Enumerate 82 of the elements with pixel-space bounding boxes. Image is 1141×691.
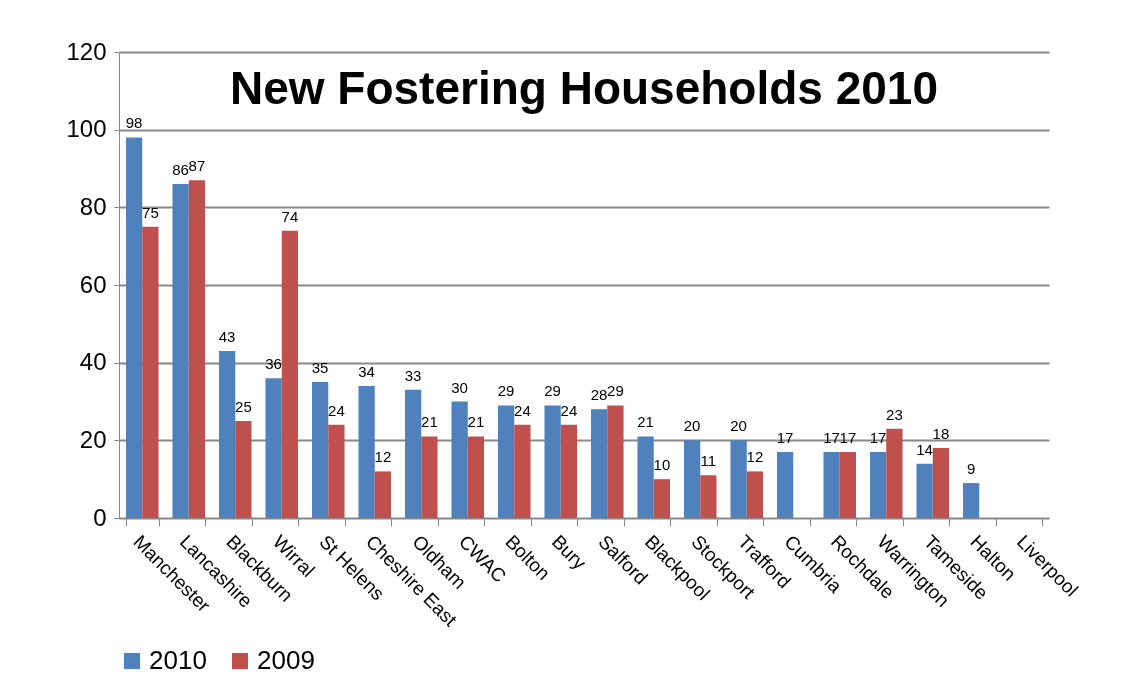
data-label: 24 bbox=[514, 401, 531, 419]
y-tick-label: 60 bbox=[79, 270, 107, 298]
bar bbox=[700, 475, 717, 518]
data-label: 28 bbox=[590, 386, 608, 404]
y-tick-label: 80 bbox=[79, 192, 107, 220]
data-label: 75 bbox=[142, 203, 159, 221]
data-label: 35 bbox=[311, 359, 329, 377]
bar bbox=[235, 420, 252, 518]
bar bbox=[421, 436, 438, 518]
bar bbox=[607, 405, 624, 518]
bar bbox=[683, 440, 701, 518]
data-label: 20 bbox=[730, 417, 747, 435]
bar bbox=[730, 440, 747, 518]
data-label: 17 bbox=[776, 428, 794, 446]
bar bbox=[560, 424, 578, 518]
bar bbox=[916, 463, 933, 518]
data-label: 17 bbox=[823, 428, 840, 446]
legend-label: 2010 bbox=[149, 645, 207, 675]
data-label: 14 bbox=[916, 440, 933, 458]
data-label: 12 bbox=[374, 448, 392, 466]
bar bbox=[142, 226, 159, 518]
bar bbox=[823, 451, 840, 518]
bar bbox=[590, 409, 608, 518]
bar bbox=[932, 448, 950, 518]
bar bbox=[544, 405, 561, 518]
bar bbox=[746, 471, 764, 518]
data-label: 29 bbox=[544, 382, 561, 400]
legend-label: 2009 bbox=[257, 645, 315, 675]
data-label: 29 bbox=[607, 382, 624, 400]
bar bbox=[172, 184, 189, 518]
data-label: 87 bbox=[188, 157, 206, 175]
data-label: 21 bbox=[421, 413, 438, 431]
data-label: 21 bbox=[637, 413, 654, 431]
y-tick-label: 20 bbox=[79, 425, 107, 453]
bar bbox=[886, 428, 903, 518]
y-tick-label: 120 bbox=[66, 37, 107, 65]
data-label: 18 bbox=[932, 425, 950, 443]
bar bbox=[218, 351, 236, 518]
data-label: 21 bbox=[467, 413, 485, 431]
bar bbox=[125, 137, 143, 518]
bar bbox=[404, 389, 422, 518]
data-label: 98 bbox=[125, 114, 143, 132]
bar bbox=[467, 436, 485, 518]
data-label: 12 bbox=[746, 448, 764, 466]
data-label: 23 bbox=[886, 405, 903, 423]
y-tick-label: 100 bbox=[66, 115, 107, 143]
data-label: 86 bbox=[172, 161, 189, 179]
data-label: 17 bbox=[839, 428, 857, 446]
bar bbox=[374, 471, 392, 518]
data-label: 24 bbox=[560, 401, 578, 419]
bar bbox=[497, 405, 515, 518]
y-tick-label: 0 bbox=[93, 503, 107, 531]
bar bbox=[776, 451, 794, 518]
bar bbox=[839, 451, 857, 518]
chart-title: New Fostering Households 2010 bbox=[229, 62, 939, 114]
y-tick-label: 40 bbox=[79, 348, 107, 376]
data-label: 25 bbox=[235, 397, 252, 415]
data-label: 20 bbox=[683, 417, 701, 435]
data-label: 17 bbox=[869, 428, 887, 446]
bar bbox=[188, 180, 206, 518]
data-label: 30 bbox=[451, 378, 468, 396]
bar bbox=[962, 483, 980, 518]
bar bbox=[451, 401, 468, 518]
bar bbox=[265, 378, 282, 518]
bar bbox=[514, 424, 531, 518]
data-label: 74 bbox=[281, 207, 299, 225]
bar bbox=[311, 382, 329, 518]
data-label: 9 bbox=[966, 460, 976, 478]
data-label: 36 bbox=[265, 355, 282, 373]
data-label: 10 bbox=[653, 456, 671, 474]
bar bbox=[653, 479, 671, 518]
bar bbox=[281, 230, 299, 518]
data-label: 43 bbox=[218, 328, 236, 346]
data-label: 34 bbox=[358, 362, 375, 380]
bar bbox=[869, 451, 887, 518]
data-label: 24 bbox=[328, 401, 345, 419]
bar bbox=[637, 436, 654, 518]
data-label: 29 bbox=[497, 382, 515, 400]
data-label: 33 bbox=[404, 366, 422, 384]
data-label: 11 bbox=[700, 452, 717, 470]
bar bbox=[358, 385, 375, 518]
bar bbox=[328, 424, 345, 518]
